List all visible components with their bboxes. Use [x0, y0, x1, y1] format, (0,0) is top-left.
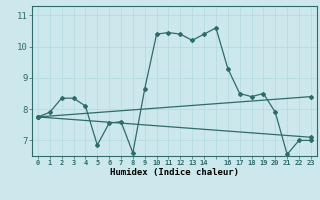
X-axis label: Humidex (Indice chaleur): Humidex (Indice chaleur) [110, 168, 239, 177]
